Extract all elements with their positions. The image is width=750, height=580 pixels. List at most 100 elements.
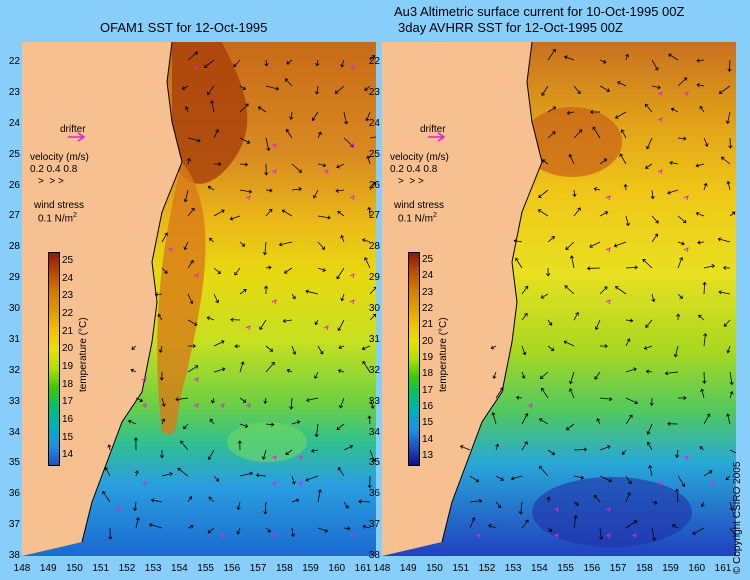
current-vector-arrow (257, 106, 267, 113)
right-title-line2: 3day AVHRR SST for 12-Oct-1995 00Z (398, 20, 623, 35)
drifter-track (349, 273, 355, 279)
wind-stress-value: 0.1 N/m2 (398, 212, 437, 225)
right-title-line1: Au3 Altimetric surface current for 10-Oc… (394, 4, 685, 19)
drifter-track (271, 481, 277, 487)
current-vector-arrow (265, 208, 273, 217)
drifter-icon (68, 132, 86, 142)
current-vector-arrow (133, 437, 139, 451)
current-vector-arrow (518, 501, 523, 515)
current-vector-arrow (317, 131, 322, 139)
current-vector-arrow (367, 475, 372, 489)
current-vector-arrow (286, 59, 293, 65)
current-vector-arrow (625, 215, 630, 227)
latitude-tick: 36 (368, 488, 380, 500)
latitude-tick: 31 (368, 333, 380, 345)
current-vector-arrow (599, 286, 608, 295)
colorbar-tick: 15 (422, 417, 434, 429)
current-vector-arrow (335, 188, 345, 193)
current-vector-arrow (644, 103, 653, 113)
current-vector-arrow (564, 55, 575, 61)
current-vector-arrow (540, 293, 549, 299)
current-vector-arrow (187, 51, 199, 61)
latitude-tick: 29 (368, 272, 380, 284)
left-sst-map-panel (22, 42, 376, 556)
current-vector-arrow (538, 418, 549, 425)
drifter-track (271, 169, 277, 175)
current-vector-arrow (265, 137, 271, 152)
latitude-tick: 38 (368, 550, 380, 561)
latitude-tick: 23 (368, 86, 380, 98)
current-vector-arrow (158, 345, 163, 353)
current-vector-arrow (340, 293, 345, 302)
velocity-arrows-icon: > > > (38, 176, 64, 187)
current-vector-arrow (175, 397, 189, 402)
current-vector-arrow (599, 59, 607, 64)
latitude-tick: 36 (8, 488, 20, 500)
drifter-track (605, 247, 611, 253)
current-vector-arrow (237, 440, 242, 451)
current-vector-arrow (491, 411, 497, 425)
current-vector-arrow (515, 257, 523, 269)
current-vector-arrow (547, 131, 556, 139)
current-vector-arrow (651, 233, 659, 243)
current-vector-arrow (565, 423, 575, 431)
current-vector-arrow (623, 183, 628, 191)
drifter-track (167, 247, 173, 253)
current-vector-arrow (187, 137, 201, 143)
current-vector-arrow (369, 286, 376, 295)
warm-core-eddy (172, 42, 248, 184)
current-vector-arrow (369, 449, 376, 462)
current-vector-arrow (207, 85, 215, 96)
current-vector-arrow (291, 345, 297, 355)
current-vector-arrow (643, 345, 653, 350)
longitude-tick: 149 (39, 563, 57, 574)
current-vector-arrow (343, 526, 351, 531)
current-vector-arrow (291, 293, 296, 300)
current-vector-arrow (490, 345, 497, 350)
current-vector-arrow (337, 210, 345, 217)
current-vector-arrow (725, 413, 731, 425)
current-vector-arrow (135, 517, 140, 529)
current-vector-arrow (646, 137, 653, 150)
current-vector-arrow (702, 371, 707, 384)
current-vector-arrow (676, 313, 681, 321)
colorbar-tick: 17 (62, 396, 74, 408)
current-vector-arrow (594, 319, 601, 331)
longitude-tick: 149 (399, 563, 417, 574)
drifter-track (683, 247, 689, 253)
current-vector-arrow (187, 365, 199, 373)
current-vector-arrow (677, 77, 688, 87)
current-vector-arrow (314, 319, 319, 326)
current-vector-arrow (362, 360, 371, 373)
current-vector-arrow (213, 129, 219, 139)
drifter-track (657, 117, 663, 123)
current-vector-arrow (668, 53, 679, 61)
colorbar-tick: 23 (422, 286, 434, 298)
colorbar-tick: 20 (422, 335, 434, 347)
current-vector-arrow (642, 258, 653, 269)
current-vector-arrow (181, 85, 189, 90)
current-vector-arrow (697, 240, 705, 245)
current-vector-arrow (599, 211, 609, 217)
wind-stress-title: wind stress (394, 200, 445, 211)
current-vector-arrow (369, 313, 376, 321)
current-vector-arrow (161, 472, 173, 477)
colorbar-tick: 24 (62, 272, 74, 284)
current-vector-arrow (728, 137, 733, 149)
colorbar-tick: 20 (62, 343, 74, 355)
current-vector-arrow (573, 85, 581, 95)
cold-water-mass (532, 477, 692, 547)
current-vector-arrow (651, 293, 656, 303)
latitude-tick: 26 (368, 179, 380, 191)
current-vector-arrow (521, 413, 529, 425)
current-vector-arrow (565, 241, 575, 251)
current-vector-arrow (614, 111, 627, 119)
drifter-track (115, 507, 121, 513)
current-vector-arrow (540, 387, 549, 399)
current-vector-arrow (599, 527, 604, 540)
right-colorbar (408, 252, 420, 466)
current-vector-arrow (541, 159, 549, 165)
current-vector-arrow (263, 397, 268, 405)
velocity-legend-values: 0.2 0.4 0.8 (30, 164, 78, 175)
longitude-tick: 151 (92, 563, 110, 574)
